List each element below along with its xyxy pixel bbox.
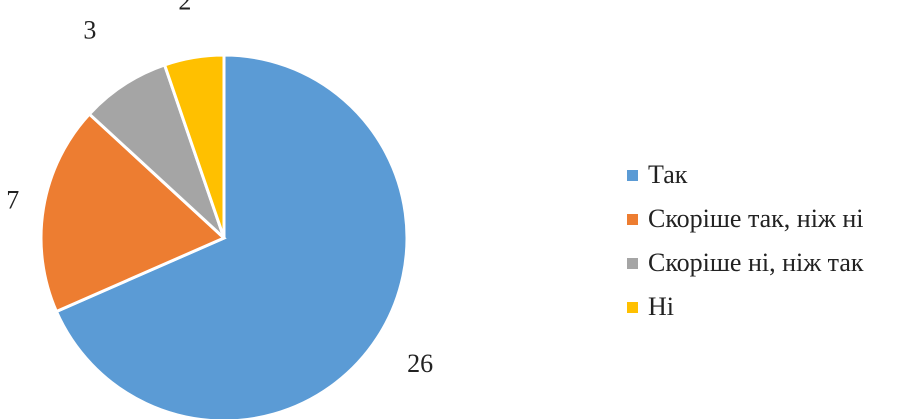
pie-slice-rather-yes xyxy=(39,111,227,314)
legend-item-no: Ні xyxy=(627,285,864,329)
legend-item-yes: Так xyxy=(627,153,864,197)
legend-label-yes: Так xyxy=(648,160,688,189)
data-label-rather-yes: 7 xyxy=(6,186,19,215)
legend-label-rather-yes: Скоріше так, ніж ні xyxy=(648,204,864,233)
legend-item-rather-no: Скоріше ні, ніж так xyxy=(627,241,864,285)
legend-swatch-rather-no xyxy=(627,257,638,269)
legend: Так Скоріше так, ніж ні Скоріше ні, ніж … xyxy=(627,153,864,329)
legend-swatch-no xyxy=(627,301,638,313)
legend-swatch-yes xyxy=(627,169,638,181)
legend-swatch-rather-yes xyxy=(627,213,638,225)
data-label-yes: 26 xyxy=(407,349,433,378)
legend-label-no: Ні xyxy=(648,292,674,321)
pie-slice-yes xyxy=(54,53,409,419)
legend-label-rather-no: Скоріше ні, ніж так xyxy=(648,248,864,277)
legend-item-rather-yes: Скоріше так, ніж ні xyxy=(627,197,864,241)
data-label-rather-no: 3 xyxy=(83,16,96,45)
pie-slice-no xyxy=(162,53,226,239)
pie-data-labels: 26 7 3 2 xyxy=(6,0,433,378)
pie-slice-rather-no xyxy=(87,63,226,240)
pie-slices xyxy=(39,53,409,419)
data-label-no: 2 xyxy=(178,0,191,15)
